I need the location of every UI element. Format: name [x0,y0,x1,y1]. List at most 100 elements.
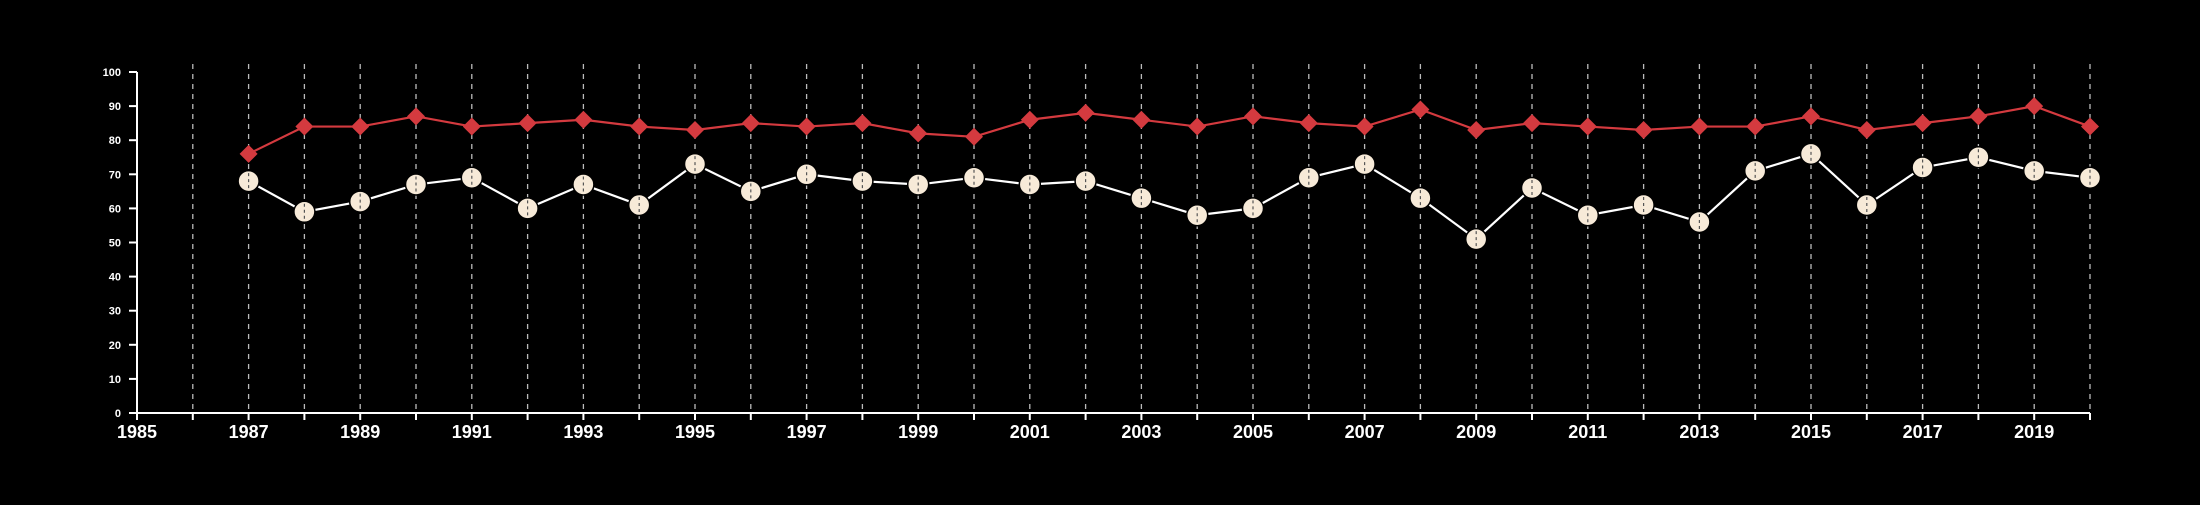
series-0-point-2003 [1132,110,1151,129]
x-tick-label-1991: 1991 [452,422,492,442]
series-1-point-1988 [293,200,316,224]
series-0-point-2015 [1802,107,1820,126]
series-0-point-2020 [2081,117,2099,136]
series-1-point-2020 [2078,166,2102,189]
series-0-point-1994 [630,117,649,136]
series-1-point-1993 [572,173,595,196]
series-1-point-2000 [962,166,986,189]
series-1-point-2001 [1018,173,1042,196]
series-0-point-2013 [1690,117,1709,136]
axis-layer: 0 10 20 30 40 50 60 70 80 90 100 1985 1987 1989 1991 19… [103,67,2091,442]
series-1-point-1997 [795,163,818,186]
series-0-point-2014 [1746,117,1765,136]
x-tick-label-2013: 2013 [1679,422,1719,442]
series-1-point-2008 [1409,186,1432,210]
series-0-point-2019 [2025,97,2044,116]
series-0-point-2012 [1634,120,1653,139]
series-0-point-2007 [1355,117,1374,136]
x-tick-label-1987: 1987 [229,422,269,442]
series-1-point-2002 [1074,169,1097,193]
series-0-point-2018 [1969,107,1988,126]
series-1-point-2009 [1464,227,1488,251]
series-0-point-2016 [1857,120,1876,139]
series-0-point-1987 [239,144,258,163]
series-1-point-2003 [1130,186,1153,210]
x-tick-label-2007: 2007 [1345,422,1385,442]
series-1-point-2004 [1185,203,1209,227]
series-1-point-2011 [1576,203,1600,227]
series-0-point-1993 [574,110,593,129]
series-0-point-2017 [1913,114,1932,133]
series-1-point-2018 [1967,146,1990,169]
series-1-point-2012 [1632,193,1655,217]
y-tick-label-30: 30 [109,306,121,318]
series-0-point-2011 [1578,117,1597,136]
y-tick-label-0: 0 [115,408,121,420]
series-1-point-1987 [237,169,260,193]
series-0-point-2010 [1523,114,1541,133]
series-1-point-1994 [627,193,651,217]
y-tick-label-100: 100 [103,67,121,79]
y-tick-label-80: 80 [109,135,121,147]
y-tick-label-50: 50 [109,238,121,250]
grid-layer [192,64,2091,413]
series-1-point-1999 [906,173,930,196]
series-layer [237,97,2102,251]
x-tick-label-2015: 2015 [1791,422,1831,442]
series-0-line [248,104,2091,155]
x-tick-label-2019: 2019 [2014,422,2054,442]
series-1-point-1991 [460,166,484,189]
series-0-point-1990 [407,107,425,126]
series-0-point-1997 [797,117,816,136]
series-1-point-2014 [1743,159,1767,183]
series-0-point-1988 [295,117,314,136]
series-1-line [248,152,2091,241]
x-tick-label-1993: 1993 [563,422,603,442]
series-0-point-2001 [1020,110,1039,129]
series-0-point-2004 [1188,117,1207,136]
series-1-point-2006 [1297,166,1321,189]
series-0-point-1998 [853,114,872,133]
x-tick-label-2017: 2017 [1903,422,1943,442]
y-tick-label-10: 10 [109,374,121,386]
x-tick-label-1995: 1995 [675,422,715,442]
series-1-point-2019 [2022,159,2046,183]
series-1-point-1998 [851,169,874,193]
x-tick-label-1989: 1989 [340,422,380,442]
y-tick-label-60: 60 [109,203,121,215]
series-1-point-1995 [683,152,707,176]
series-0-point-1995 [686,120,704,139]
series-1-point-2010 [1520,176,1544,200]
y-tick-label-70: 70 [109,169,121,181]
x-tick-label-1985: 1985 [117,422,157,442]
series-1-point-2017 [1911,156,1934,179]
x-tick-label-2005: 2005 [1233,422,1273,442]
series-0-point-2005 [1244,107,1262,126]
y-tick-label-20: 20 [109,340,121,352]
series-0-point-1991 [462,117,481,136]
series-0-point-2008 [1411,100,1430,119]
y-tick-label-40: 40 [109,272,121,284]
x-tick-label-2009: 2009 [1456,422,1496,442]
series-0-point-1996 [741,114,760,133]
x-tick-label-2003: 2003 [1121,422,1161,442]
x-tick-label-1997: 1997 [787,422,827,442]
series-1-point-2005 [1241,197,1265,220]
series-0-point-2000 [965,127,983,146]
series-0-point-1989 [351,117,370,136]
series-1-point-1990 [404,173,428,196]
series-1-point-2013 [1688,210,1711,234]
x-tick-label-1999: 1999 [898,422,938,442]
series-1-point-2007 [1353,152,1376,176]
series-0-point-2009 [1467,120,1486,139]
series-1-point-1992 [516,197,539,220]
series-0-point-2006 [1299,114,1318,133]
series-1-point-2015 [1799,142,1823,166]
series-1-point-1996 [739,180,763,203]
series-0-point-1999 [909,124,928,143]
y-tick-label-90: 90 [109,101,121,113]
x-tick-label-2001: 2001 [1010,422,1050,442]
x-tick-label-2011: 2011 [1568,422,1607,442]
